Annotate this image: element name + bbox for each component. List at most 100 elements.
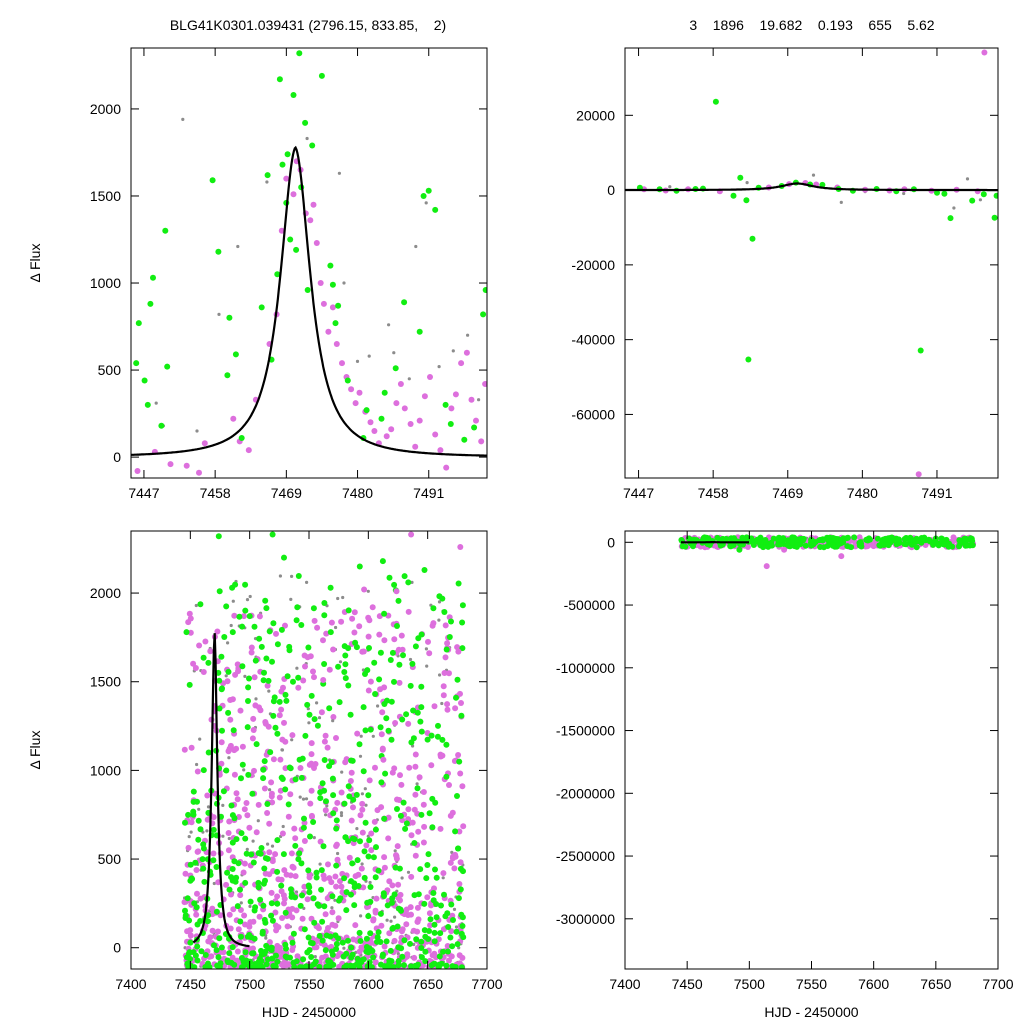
data-point-green <box>783 542 790 548</box>
data-point-green <box>302 732 309 739</box>
axes-frame <box>624 47 999 479</box>
data-point-green <box>248 851 255 858</box>
data-point-green <box>296 850 303 857</box>
data-point-green <box>323 798 329 805</box>
data-point-green <box>366 837 373 844</box>
data-point-green <box>229 866 236 872</box>
data-point-green <box>252 961 258 967</box>
data-point-green <box>802 542 809 549</box>
data-point-gray <box>331 719 335 723</box>
data-point-green <box>218 944 225 951</box>
data-point-green <box>895 536 902 543</box>
data-point-green <box>421 900 428 907</box>
data-point-magenta <box>357 812 364 819</box>
data-point-magenta <box>399 646 406 653</box>
data-point-green <box>361 848 368 855</box>
data-point-green <box>401 962 407 969</box>
data-point-green <box>362 819 369 826</box>
data-point-gray <box>387 323 391 327</box>
data-point-magenta <box>389 882 396 889</box>
data-point-green <box>388 698 395 705</box>
data-point-magenta <box>763 563 770 570</box>
data-point-magenta <box>223 881 230 888</box>
data-point-green <box>945 543 952 550</box>
data-point-green <box>216 677 223 684</box>
data-point-magenta <box>289 863 296 870</box>
data-point-green <box>418 728 425 735</box>
data-point-green <box>328 759 335 766</box>
data-point-magenta <box>268 779 275 786</box>
data-point-gray <box>221 834 225 838</box>
data-point-green <box>329 775 336 782</box>
data-point-magenta <box>427 374 433 380</box>
data-point-green <box>290 959 297 966</box>
data-point-green <box>452 964 459 969</box>
data-point-green <box>197 826 204 833</box>
data-point-magenta <box>376 631 383 638</box>
data-point-magenta <box>239 743 246 750</box>
data-point-green <box>433 874 440 881</box>
data-point-green <box>319 937 326 944</box>
data-point-gray <box>270 844 275 848</box>
data-point-green <box>308 692 315 699</box>
data-point-green <box>282 786 289 793</box>
data-point-magenta <box>393 588 400 595</box>
data-point-gray <box>307 721 311 725</box>
data-point-magenta <box>447 859 454 866</box>
data-point-green <box>347 711 354 718</box>
data-point-green <box>453 928 460 935</box>
data-point-green <box>264 855 271 862</box>
data-point-green <box>133 360 140 367</box>
data-point-magenta <box>333 841 340 848</box>
data-point-green <box>257 896 264 903</box>
data-point-green <box>205 960 211 967</box>
data-point-gray <box>336 596 340 601</box>
data-point-green <box>344 377 351 384</box>
data-point-magenta <box>440 870 447 877</box>
data-point-green <box>158 422 165 429</box>
data-point-green <box>425 187 432 194</box>
data-point-green <box>392 864 399 871</box>
data-point-magenta <box>408 873 415 880</box>
data-point-gray <box>301 797 306 801</box>
data-point-green <box>332 320 339 327</box>
data-point-green <box>258 304 265 311</box>
data-point-green <box>294 604 301 611</box>
data-point-magenta <box>397 772 403 779</box>
data-point-green <box>435 964 442 969</box>
data-point-green <box>399 953 406 960</box>
data-point-green <box>435 722 441 729</box>
data-point-gray <box>304 797 309 801</box>
data-point-green <box>407 940 413 947</box>
data-point-magenta <box>412 751 419 758</box>
data-point-magenta <box>323 630 330 637</box>
data-point-green <box>342 661 349 668</box>
data-point-green <box>333 941 340 947</box>
panel-bottom-right: 7400 7450 7500 7550 7600 7650 7700 -3000000 -250… <box>556 530 1014 1020</box>
data-point-magenta <box>251 767 257 774</box>
data-point-green <box>245 771 252 778</box>
data-point-green <box>327 629 334 636</box>
data-point-green <box>308 954 315 960</box>
y-tick-label: -500000 <box>564 597 616 613</box>
data-point-magenta <box>393 852 399 859</box>
data-point-green <box>755 538 762 545</box>
data-point-green <box>274 958 281 965</box>
data-point-magenta <box>281 867 288 874</box>
data-point-green <box>295 573 302 579</box>
data-point-green <box>187 939 194 946</box>
data-point-green <box>382 770 389 777</box>
data-point-gray <box>231 599 235 603</box>
data-point-green <box>244 724 251 731</box>
data-point-green <box>260 677 267 684</box>
data-point-magenta <box>443 464 450 471</box>
data-point-green <box>213 864 220 870</box>
data-point-magenta <box>424 894 431 901</box>
data-point-green <box>284 673 291 680</box>
panel-top-left: 7447 7458 7469 7480 7491 0 500 1000 1500 2000 Δ Fl… <box>27 47 488 501</box>
data-point-magenta <box>350 804 356 811</box>
data-point-green <box>329 281 336 288</box>
data-point-magenta <box>380 756 387 763</box>
data-point-gray <box>267 689 271 693</box>
data-point-gray <box>337 171 341 175</box>
